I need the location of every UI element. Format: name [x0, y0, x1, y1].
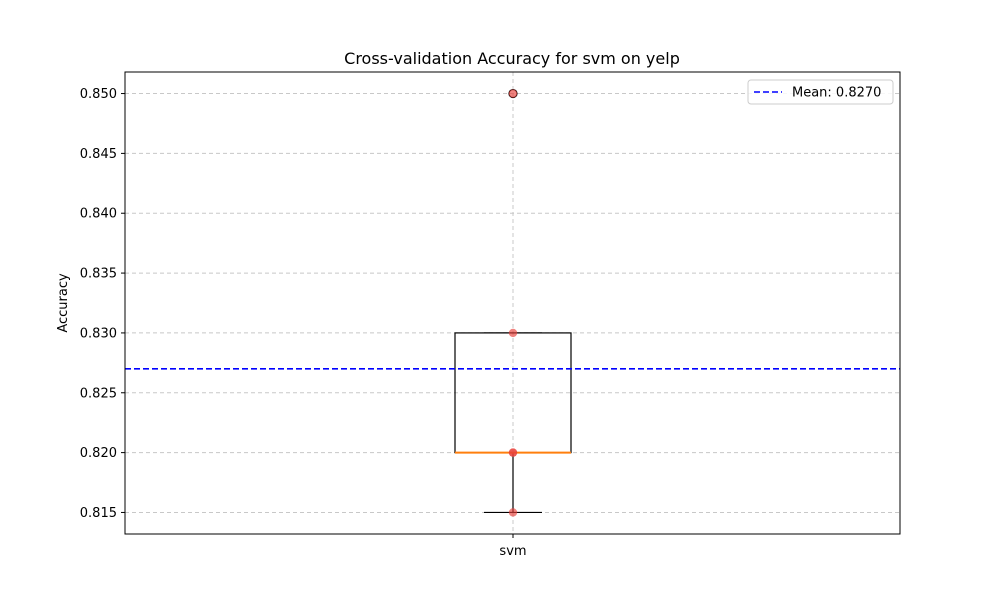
y-tick-label: 0.850 — [80, 87, 117, 102]
y-tick-label: 0.845 — [80, 147, 117, 162]
x-tick-label: svm — [499, 544, 526, 559]
y-tick-label: 0.825 — [80, 386, 117, 401]
y-tick-label: 0.835 — [80, 267, 117, 282]
data-point — [508, 508, 518, 517]
chart-title: Cross-validation Accuracy for svm on yel… — [344, 49, 680, 68]
y-tick-label: 0.830 — [80, 326, 117, 341]
y-tick-label: 0.840 — [80, 207, 117, 222]
data-point — [508, 328, 518, 338]
y-axis-title: Accuracy — [56, 273, 71, 333]
axes-frame — [124, 71, 901, 535]
legend-box — [747, 79, 894, 105]
legend-mean-label: Mean: 0.8270 — [792, 86, 881, 101]
y-tick-label: 0.815 — [80, 506, 117, 521]
data-point — [508, 448, 518, 457]
y-tick-label: 0.820 — [80, 446, 117, 461]
data-point — [508, 89, 518, 98]
